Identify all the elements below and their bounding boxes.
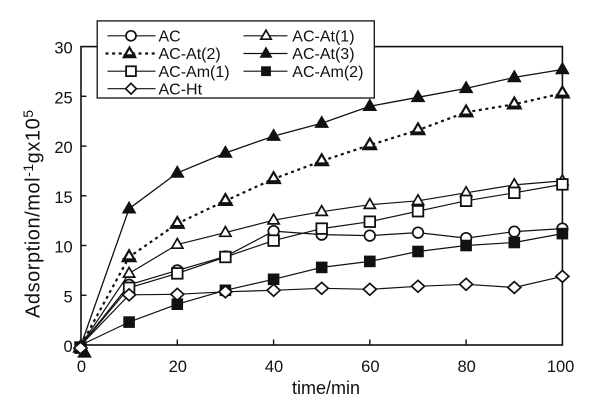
svg-text:25: 25 <box>54 89 72 107</box>
svg-text:AC-Am(2): AC-Am(2) <box>292 64 363 81</box>
svg-text:80: 80 <box>457 358 475 376</box>
svg-text:AC-At(3): AC-At(3) <box>292 46 354 63</box>
svg-text:30: 30 <box>54 40 72 58</box>
svg-text:0: 0 <box>64 338 73 356</box>
svg-text:100: 100 <box>547 358 575 376</box>
svg-text:40: 40 <box>265 358 283 376</box>
svg-text:10: 10 <box>54 239 72 257</box>
svg-text:20: 20 <box>54 139 72 157</box>
svg-text:60: 60 <box>361 358 379 376</box>
svg-text:5: 5 <box>64 288 73 306</box>
svg-text:AC-Am(1): AC-Am(1) <box>159 64 230 81</box>
svg-text:0: 0 <box>77 358 86 376</box>
svg-text:AC-At(2): AC-At(2) <box>159 46 221 63</box>
svg-text:time/min: time/min <box>292 378 360 398</box>
svg-text:Adsorption/mol-1gx105: Adsorption/mol-1gx105 <box>20 109 45 318</box>
svg-text:AC-Ht: AC-Ht <box>159 81 203 98</box>
svg-text:20: 20 <box>169 358 187 376</box>
svg-text:AC: AC <box>159 28 181 45</box>
svg-text:15: 15 <box>54 189 72 207</box>
svg-text:AC-At(1): AC-At(1) <box>292 28 354 45</box>
